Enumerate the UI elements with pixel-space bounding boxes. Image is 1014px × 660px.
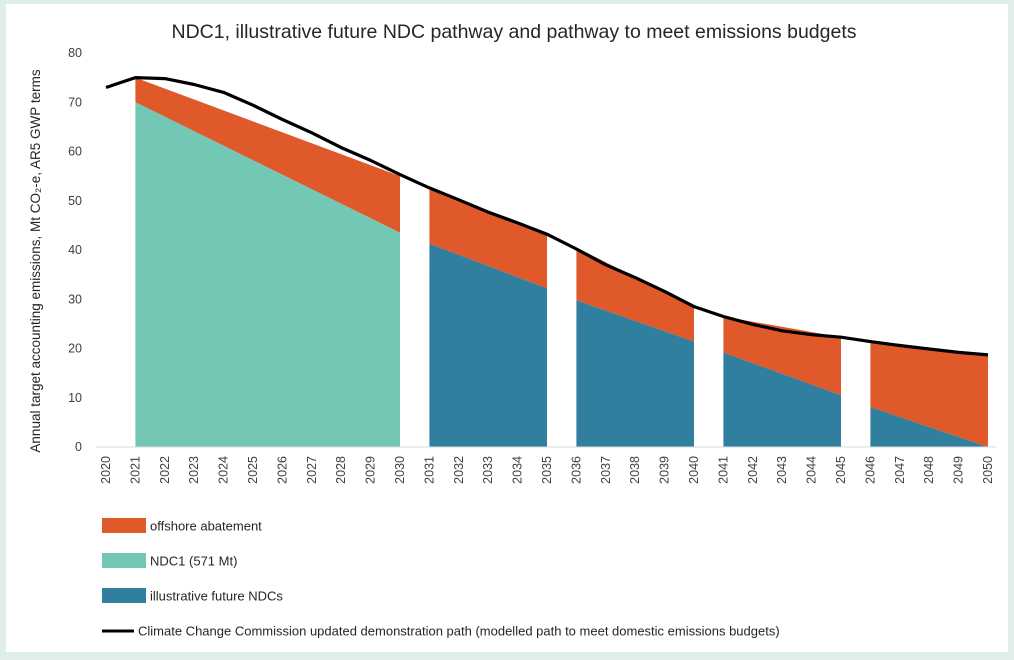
offshore-abatement-area-2 bbox=[429, 188, 547, 289]
offshore-abatement-area-5 bbox=[870, 340, 988, 447]
demonstration-path-line bbox=[105, 75, 989, 357]
x-tick-label: 2040 bbox=[687, 456, 701, 484]
future-ndc-area-4 bbox=[870, 407, 988, 447]
legend-swatch-offshore-abatement bbox=[102, 518, 146, 533]
x-tick-label: 2020 bbox=[99, 456, 113, 484]
x-tick-label: 2038 bbox=[628, 456, 642, 484]
x-tick-label: 2021 bbox=[128, 456, 142, 484]
y-tick-label: 60 bbox=[68, 145, 82, 159]
chart-title: NDC1, illustrative future NDC pathway an… bbox=[172, 21, 857, 43]
x-tick-label: 2025 bbox=[246, 456, 260, 484]
y-tick-label: 20 bbox=[68, 342, 82, 356]
x-tick-label: 2023 bbox=[187, 456, 201, 484]
x-tick-label: 2037 bbox=[599, 456, 613, 484]
x-tick-label: 2027 bbox=[305, 456, 319, 484]
legend-label-future-ndc: illustrative future NDCs bbox=[150, 589, 283, 604]
future-ndc-area-2 bbox=[576, 300, 694, 447]
x-tick-label: 2028 bbox=[334, 456, 348, 484]
y-tick-label: 10 bbox=[68, 391, 82, 405]
x-tick-label: 2041 bbox=[716, 456, 730, 484]
x-tick-label: 2044 bbox=[805, 456, 819, 484]
x-tick-label: 2042 bbox=[746, 456, 760, 484]
y-tick-label: 30 bbox=[68, 292, 82, 306]
offshore-abatement-area-3 bbox=[576, 247, 694, 342]
legend-swatch-ndc1 bbox=[102, 553, 146, 568]
y-axis-label: Annual target accounting emissions, Mt C… bbox=[28, 69, 43, 452]
y-tick-label: 50 bbox=[68, 194, 82, 208]
x-tick-label: 2024 bbox=[217, 456, 231, 484]
chart-frame: NDC1, illustrative future NDC pathway an… bbox=[6, 4, 1008, 652]
legend-swatch-future-ndc bbox=[102, 588, 146, 603]
x-tick-label: 2026 bbox=[275, 456, 289, 484]
x-tick-label: 2047 bbox=[893, 456, 907, 484]
x-tick-label: 2031 bbox=[422, 456, 436, 484]
x-tick-label: 2039 bbox=[658, 456, 672, 484]
x-tick-label: 2029 bbox=[364, 456, 378, 484]
x-tick-label: 2043 bbox=[775, 456, 789, 484]
legend-label-offshore-abatement: offshore abatement bbox=[150, 519, 262, 534]
x-tick-label: 2045 bbox=[834, 456, 848, 484]
y-tick-label: 40 bbox=[68, 243, 82, 257]
x-tick-label: 2050 bbox=[981, 456, 995, 484]
x-tick-label: 2035 bbox=[540, 456, 554, 484]
future-ndc-area-1 bbox=[429, 243, 547, 447]
x-tick-label: 2036 bbox=[569, 456, 583, 484]
x-tick-label: 2033 bbox=[481, 456, 495, 484]
x-tick-label: 2048 bbox=[922, 456, 936, 484]
x-tick-label: 2046 bbox=[863, 456, 877, 484]
legend: offshore abatement NDC1 (571 Mt) illustrat… bbox=[102, 518, 780, 639]
x-tick-label: 2049 bbox=[952, 456, 966, 484]
x-tick-label: 2034 bbox=[511, 456, 525, 484]
x-axis-ticks: 2020 2021 2022 2023 2024 2025 2026 2027 2028 2029… bbox=[99, 456, 995, 484]
offshore-abatement-area-1 bbox=[135, 77, 400, 233]
y-tick-label: 0 bbox=[75, 440, 82, 454]
x-tick-label: 2030 bbox=[393, 456, 407, 484]
chart: NDC1, illustrative future NDC pathway an… bbox=[28, 21, 996, 639]
plot-area bbox=[96, 75, 996, 448]
x-tick-label: 2022 bbox=[158, 456, 172, 484]
y-tick-label: 80 bbox=[68, 46, 82, 60]
ndc1-area-1 bbox=[135, 102, 400, 447]
future-ndc-area-3 bbox=[723, 352, 841, 447]
legend-label-demonstration-path: Climate Change Commission updated demons… bbox=[138, 624, 780, 639]
x-tick-label: 2032 bbox=[452, 456, 466, 484]
y-axis-ticks: 0 10 20 30 40 50 60 70 80 bbox=[68, 46, 82, 454]
legend-label-ndc1: NDC1 (571 Mt) bbox=[150, 554, 237, 569]
y-tick-label: 70 bbox=[68, 95, 82, 109]
